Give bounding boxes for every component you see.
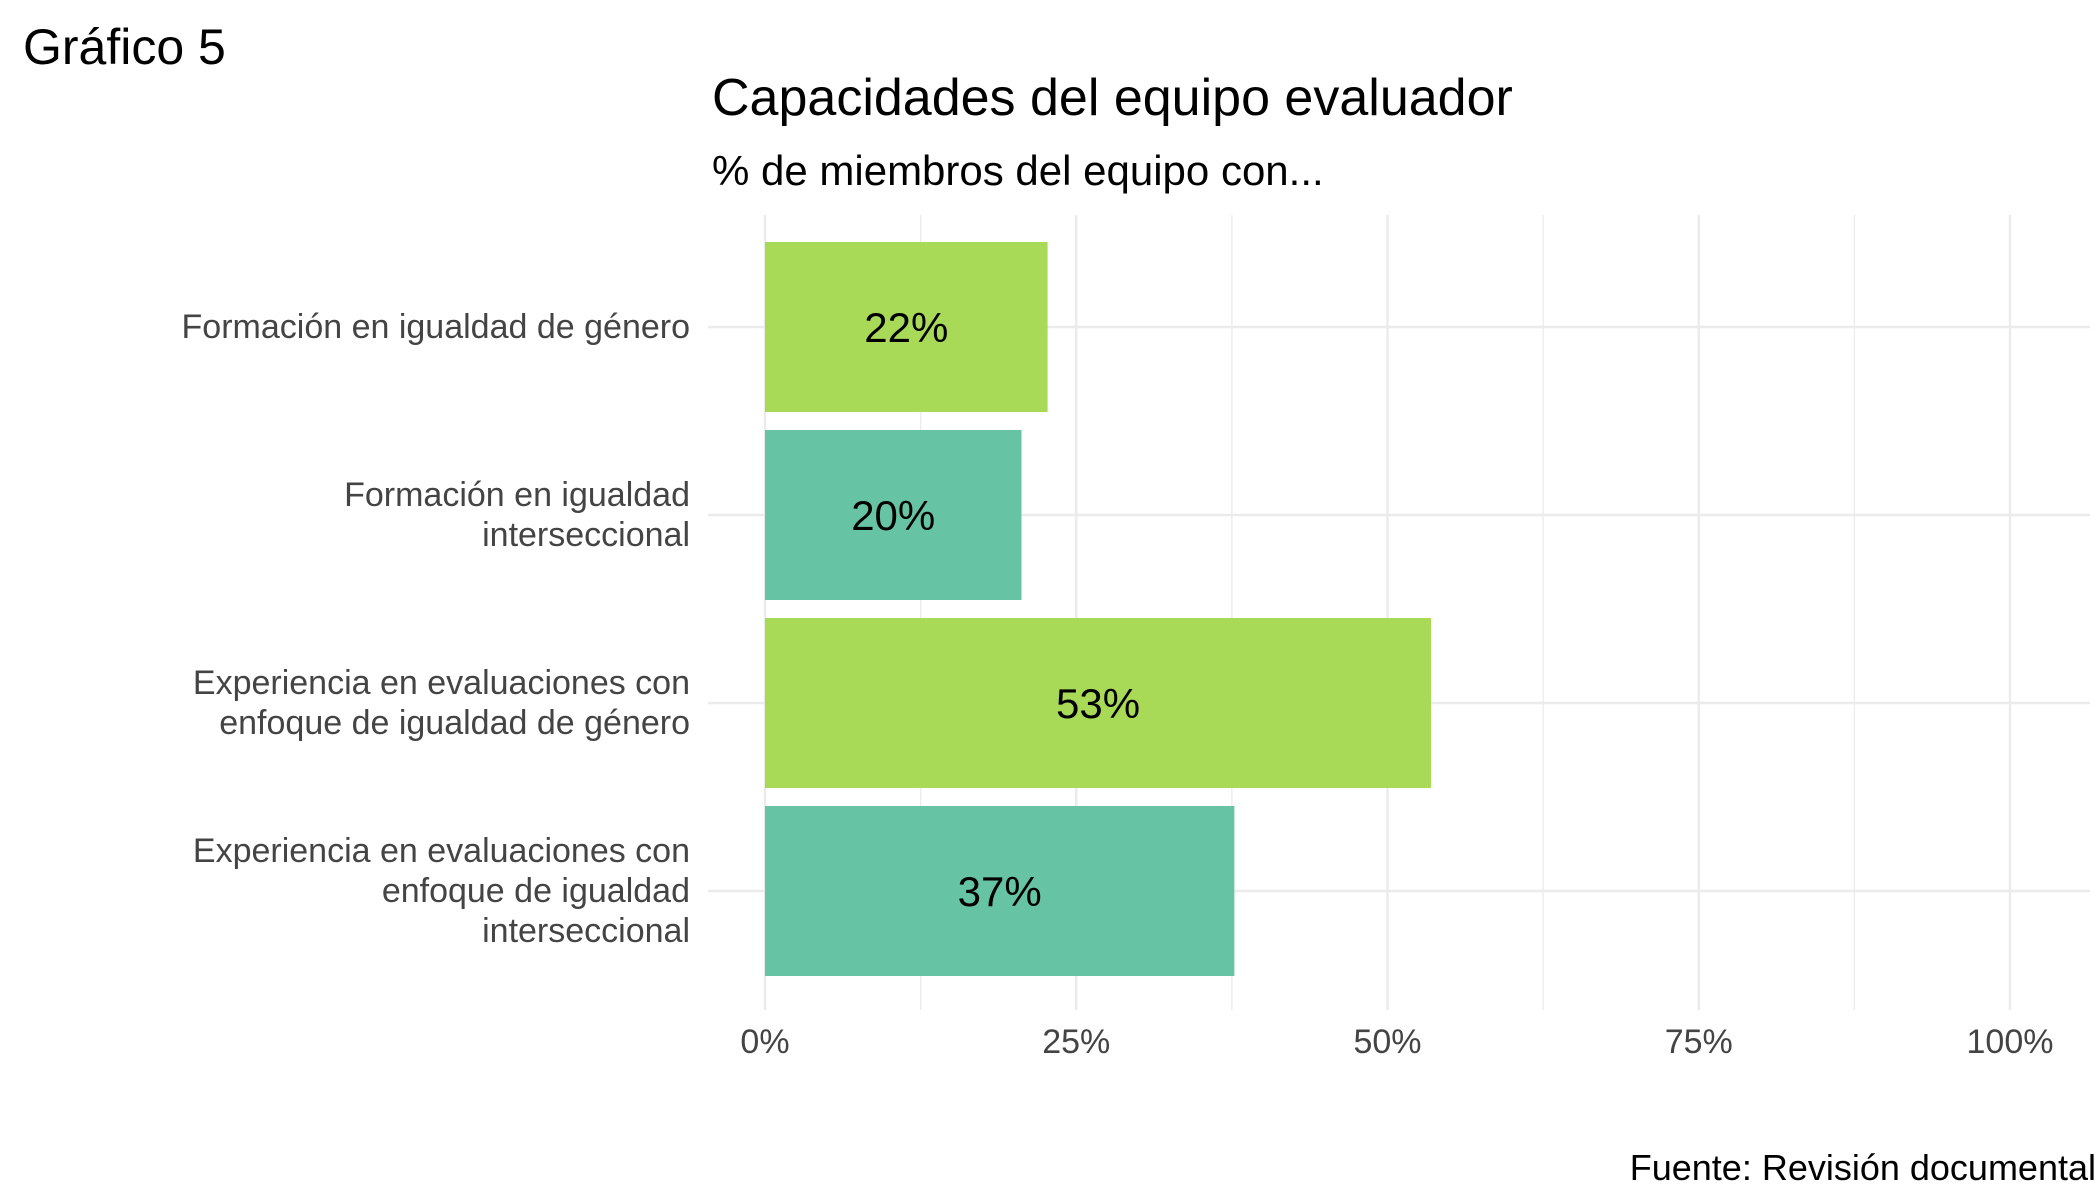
category-label: Formación en igualdad de género [170, 307, 690, 347]
x-tick-label: 75% [1665, 1023, 1733, 1061]
category-label: Experiencia en evaluaciones con enfoque … [170, 663, 690, 743]
category-label: Experiencia en evaluaciones con enfoque … [170, 831, 690, 951]
x-tick-label: 0% [740, 1023, 789, 1061]
x-tick-label: 25% [1042, 1023, 1110, 1061]
source-note: Fuente: Revisión documental [1630, 1150, 2096, 1186]
data-label: 37% [958, 868, 1042, 915]
x-tick-label: 50% [1353, 1023, 1421, 1061]
category-label: Formación en igualdad interseccional [170, 475, 690, 555]
data-label: 20% [851, 492, 935, 539]
x-tick-label: 100% [1967, 1023, 2054, 1061]
bars: 22% 20% 53% 37% [765, 242, 1431, 976]
data-label: 22% [864, 304, 948, 351]
data-label: 53% [1056, 680, 1140, 727]
x-axis-ticks: 0% 25% 50% 75% 100% [740, 1023, 2053, 1061]
